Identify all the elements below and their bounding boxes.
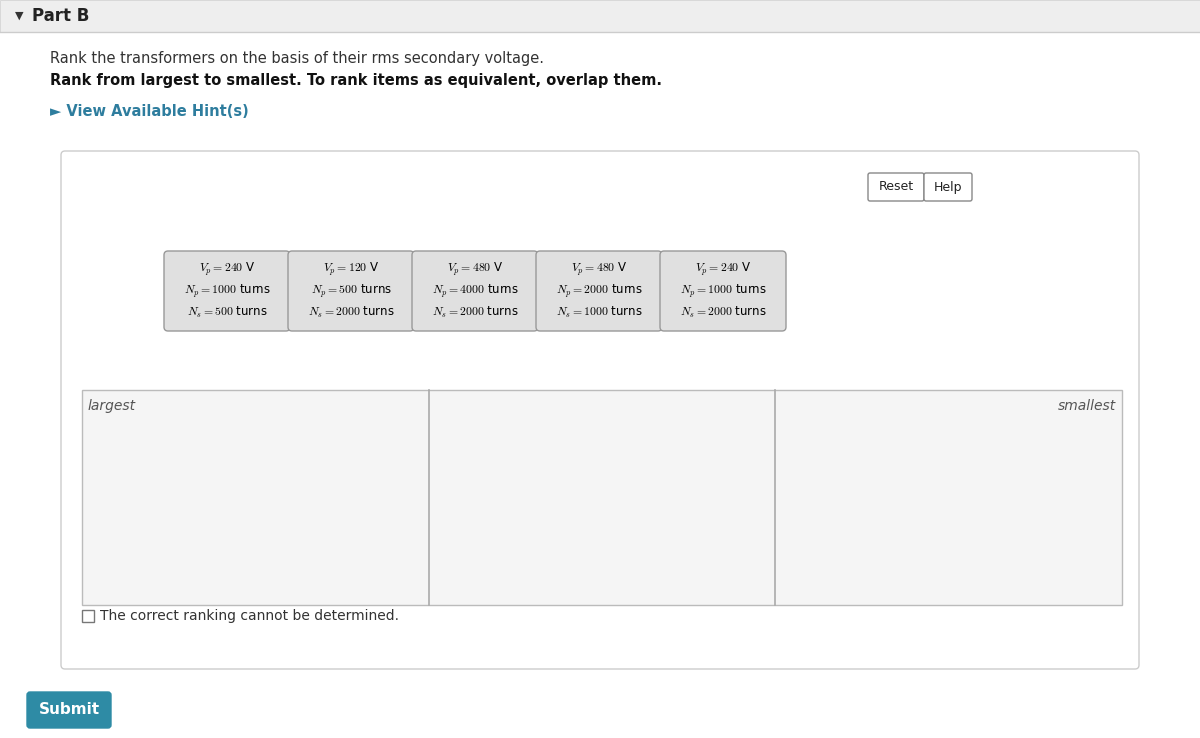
Text: $N_s = 2000$ turns: $N_s = 2000$ turns [679, 305, 767, 320]
FancyBboxPatch shape [28, 692, 112, 728]
Text: Submit: Submit [38, 703, 100, 717]
Text: $N_p = 500$ turns: $N_p = 500$ turns [311, 282, 391, 300]
FancyBboxPatch shape [82, 390, 1122, 605]
Text: Rank the transformers on the basis of their rms secondary voltage.: Rank the transformers on the basis of th… [50, 50, 544, 66]
Text: $N_p = 4000$ turns: $N_p = 4000$ turns [432, 282, 518, 300]
Text: $N_s = 500$ turns: $N_s = 500$ turns [187, 305, 268, 320]
FancyBboxPatch shape [82, 610, 94, 622]
Text: $N_s = 1000$ turns: $N_s = 1000$ turns [556, 305, 642, 320]
FancyBboxPatch shape [412, 251, 538, 331]
Text: $V_p = 240$ V: $V_p = 240$ V [199, 261, 256, 277]
Text: $N_p = 1000$ turns: $N_p = 1000$ turns [184, 282, 270, 300]
FancyBboxPatch shape [868, 173, 924, 201]
Text: $V_p = 120$ V: $V_p = 120$ V [323, 261, 379, 277]
Text: $N_p = 1000$ turns: $N_p = 1000$ turns [679, 282, 767, 300]
Text: $N_s = 2000$ turns: $N_s = 2000$ turns [432, 305, 518, 320]
Text: $N_p = 2000$ turns: $N_p = 2000$ turns [556, 282, 642, 300]
FancyBboxPatch shape [924, 173, 972, 201]
FancyBboxPatch shape [164, 251, 290, 331]
Text: Part B: Part B [32, 7, 89, 25]
FancyBboxPatch shape [61, 151, 1139, 669]
Text: smallest: smallest [1057, 399, 1116, 413]
Text: $V_p = 480$ V: $V_p = 480$ V [446, 261, 503, 277]
Text: Rank from largest to smallest. To rank items as equivalent, overlap them.: Rank from largest to smallest. To rank i… [50, 72, 662, 88]
Text: $V_p = 240$ V: $V_p = 240$ V [695, 261, 751, 277]
Text: Help: Help [934, 181, 962, 193]
FancyBboxPatch shape [0, 0, 1200, 32]
Text: largest: largest [88, 399, 136, 413]
FancyBboxPatch shape [660, 251, 786, 331]
Text: Reset: Reset [878, 181, 913, 193]
Text: The correct ranking cannot be determined.: The correct ranking cannot be determined… [100, 609, 398, 623]
Text: ▼: ▼ [14, 11, 24, 21]
Text: ► View Available Hint(s): ► View Available Hint(s) [50, 105, 248, 120]
Text: $V_p = 480$ V: $V_p = 480$ V [571, 261, 628, 277]
Text: $N_s = 2000$ turns: $N_s = 2000$ turns [307, 305, 395, 320]
FancyBboxPatch shape [288, 251, 414, 331]
FancyBboxPatch shape [536, 251, 662, 331]
